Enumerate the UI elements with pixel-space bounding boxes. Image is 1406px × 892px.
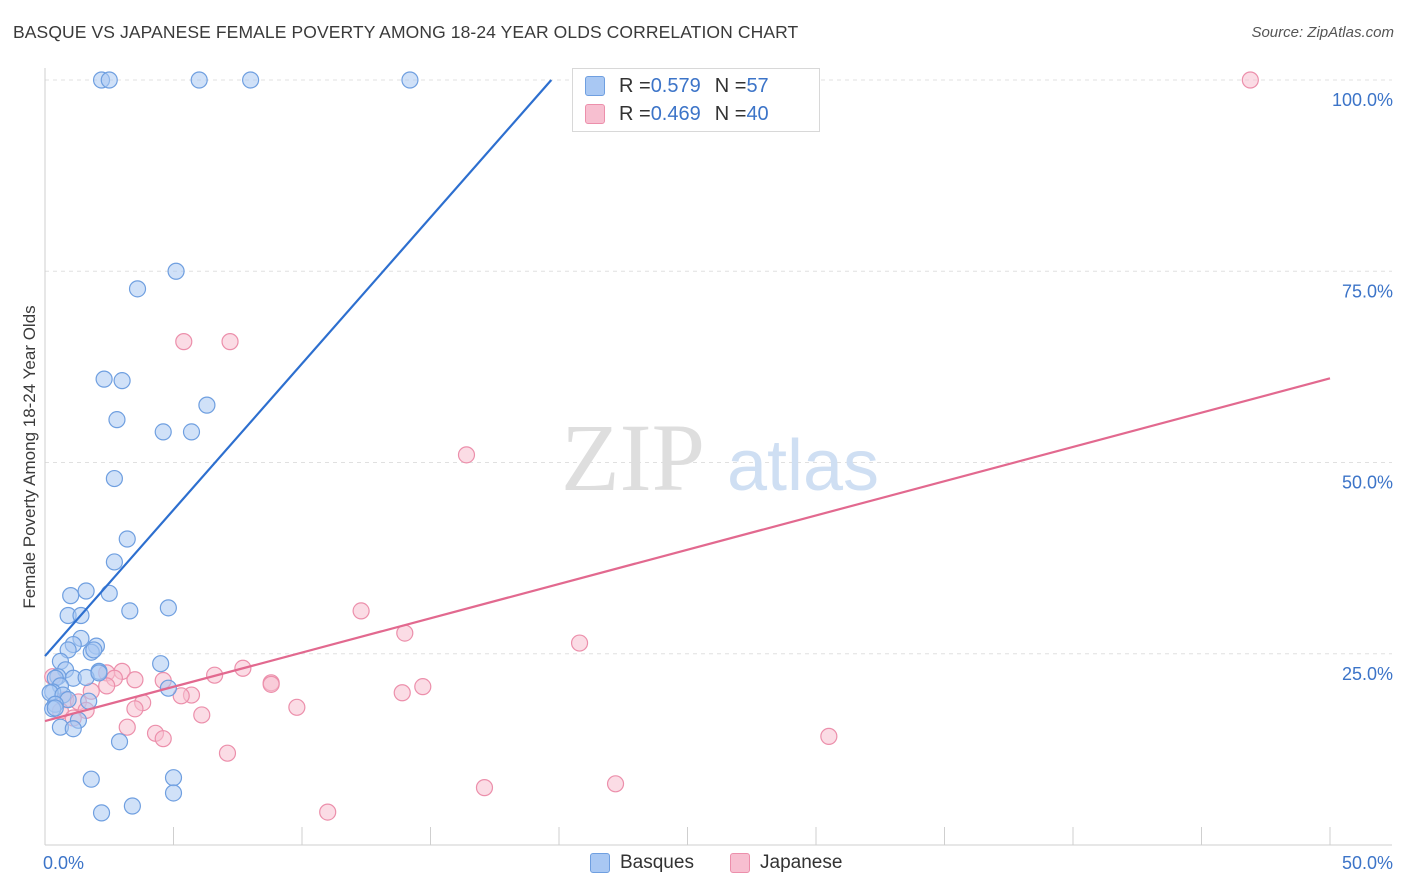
japanese-point: [570, 634, 589, 652]
basques-point: [198, 396, 216, 414]
bottom-legend-japanese-label: Japanese: [760, 852, 843, 873]
japanese-trendline: [44, 377, 1331, 723]
basques-point: [164, 769, 183, 787]
basques-point: [64, 720, 82, 738]
japanese-point: [262, 675, 280, 693]
japanese-point: [475, 779, 494, 797]
legend-row-basques: R = 0.579 N = 57: [585, 74, 769, 98]
legend-n-value: 57: [746, 74, 769, 97]
legend-swatch-basques: [585, 76, 605, 96]
watermark-atlas: atlas: [727, 426, 879, 506]
japanese-point: [126, 700, 144, 718]
legend-n-value: 40: [746, 102, 769, 125]
tick-labels: 25.0% 50.0% 75.0% 100.0% 0.0% 50.0%: [43, 90, 1393, 873]
japanese-point: [606, 775, 625, 793]
basques-point: [105, 553, 123, 571]
japanese-point: [221, 333, 239, 351]
legend-r-value: 0.579: [650, 74, 701, 97]
bottom-swatch-japanese: [730, 853, 750, 873]
basques-point: [80, 692, 98, 710]
basques-point: [90, 664, 108, 682]
basques-point: [128, 280, 147, 298]
japanese-point: [126, 671, 144, 689]
basques-point: [118, 530, 136, 548]
bottom-legend-basques: Basques: [590, 852, 694, 874]
basques-point: [242, 71, 260, 89]
watermark-zip: ZIP: [561, 404, 705, 511]
basques-point: [82, 770, 100, 788]
japanese-point: [352, 602, 370, 620]
japanese-point: [118, 718, 136, 736]
basques-point: [159, 599, 177, 617]
basques-point: [167, 262, 185, 280]
basques-point: [182, 423, 201, 441]
bottom-legend-japanese: Japanese: [730, 852, 842, 874]
y-tick-label: 75.0%: [1342, 281, 1393, 301]
bottom-legend-basques-label: Basques: [620, 852, 694, 873]
data-points: [41, 71, 1259, 822]
legend-swatch-japanese: [585, 104, 605, 124]
axes: [44, 68, 1392, 846]
basques-point: [92, 804, 111, 822]
basques-point: [105, 469, 123, 488]
japanese-point: [218, 744, 237, 762]
basques-point: [100, 71, 118, 89]
japanese-point: [98, 677, 116, 695]
legend-r-label: R =: [619, 102, 651, 125]
basques-point: [95, 370, 113, 388]
basques-point: [401, 71, 419, 89]
japanese-point: [820, 727, 838, 745]
japanese-point: [457, 446, 476, 464]
x-tick-label-min: 0.0%: [43, 853, 84, 873]
basques-point: [190, 71, 208, 89]
legend-n-label: N =: [714, 74, 747, 97]
japanese-point: [319, 803, 337, 821]
japanese-point: [393, 684, 411, 702]
gridlines: [45, 79, 1392, 655]
japanese-point: [154, 730, 172, 748]
japanese-point: [193, 706, 211, 724]
y-tick-label: 50.0%: [1342, 473, 1393, 493]
y-tick-label: 25.0%: [1342, 664, 1393, 684]
y-tick-label: 100.0%: [1332, 90, 1393, 110]
japanese-point: [288, 698, 306, 716]
basques-point: [152, 655, 170, 673]
legend-n-label: N =: [714, 102, 747, 125]
basques-point: [113, 372, 131, 390]
basques-point: [77, 582, 95, 600]
basques-point: [46, 699, 64, 717]
chart-title: BASQUE VS JAPANESE FEMALE POVERTY AMONG …: [13, 22, 799, 42]
legend-r-label: R =: [619, 74, 651, 97]
japanese-point: [1241, 71, 1259, 89]
source-label: Source: ZipAtlas.com: [1251, 24, 1394, 41]
japanese-point: [414, 678, 432, 696]
basques-point: [154, 423, 172, 441]
basques-point: [164, 784, 183, 802]
japanese-point: [172, 687, 190, 705]
legend-row-japanese: R = 0.469 N = 40: [585, 102, 769, 126]
basques-point: [121, 602, 139, 620]
legend-r-value: 0.469: [650, 102, 701, 125]
basques-point: [85, 641, 103, 659]
basques-trendline: [44, 79, 553, 657]
basques-point: [62, 587, 80, 605]
japanese-point: [175, 333, 193, 351]
basques-point: [123, 797, 141, 815]
trendlines: [44, 79, 1331, 723]
bottom-swatch-basques: [590, 853, 610, 873]
stats-legend: R = 0.579 N = 57 R = 0.469 N = 40: [572, 68, 820, 132]
watermark: ZIP atlas: [561, 404, 879, 511]
basques-point: [110, 733, 129, 751]
x-tick-label-max: 50.0%: [1342, 853, 1393, 873]
basques-point: [108, 411, 126, 429]
